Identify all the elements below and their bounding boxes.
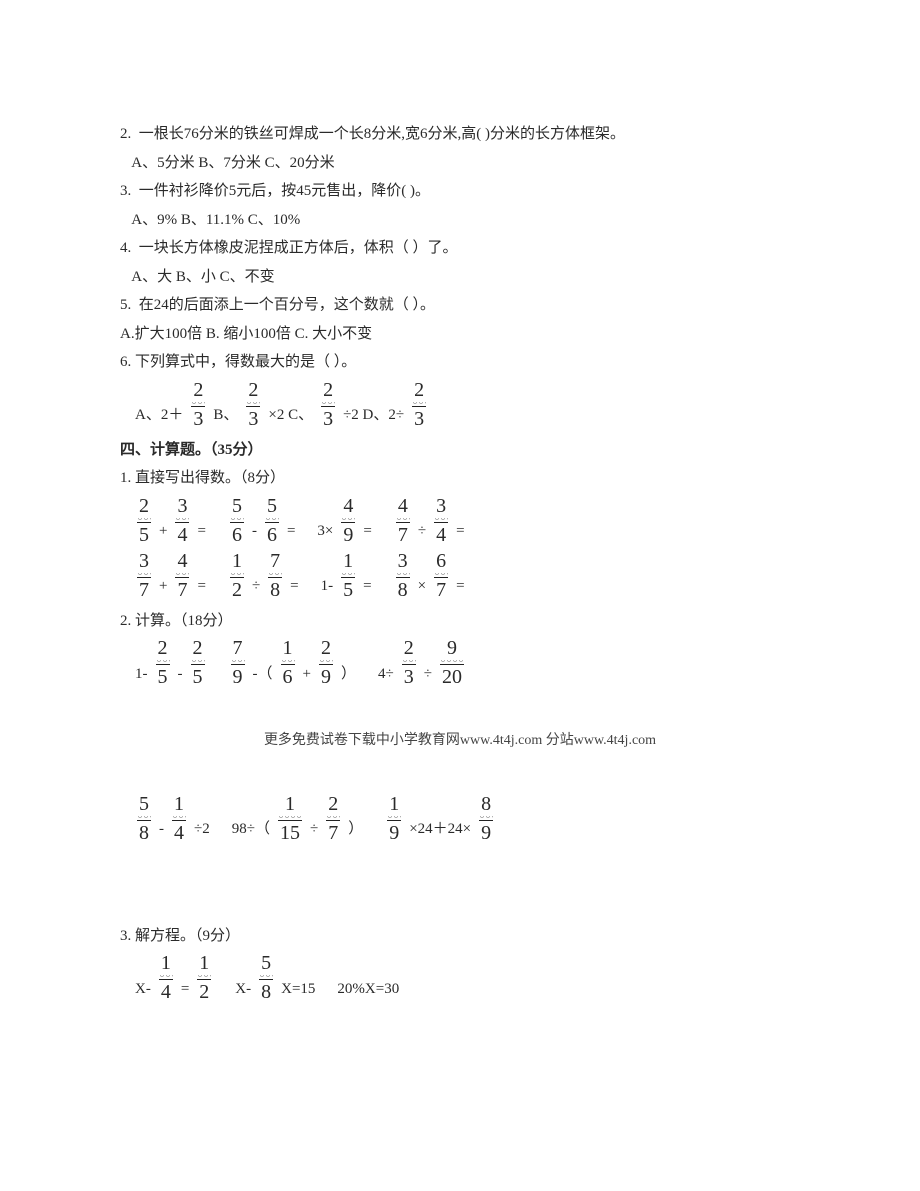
expr-token: - [178, 660, 183, 691]
part1-row1: 25 +34 = 56-56 = 3× 49 = 47 ÷ 34 = [135, 497, 800, 548]
fraction: 115 [278, 793, 302, 844]
expr-token: 98÷（ [232, 815, 270, 846]
q3-stem: 3. 一件衬衫降价5元后，按45元售出，降价( )。 [120, 177, 800, 206]
expr-token: + [159, 572, 167, 603]
section-4-title: 四、计算题。（35分） [120, 436, 800, 465]
part2-row1: 1- 25-25 79 -（ 16 +29 ） 4÷ 23 ÷ 920 [135, 639, 800, 690]
expr-token: × [418, 572, 426, 603]
expr-token: X- [235, 975, 251, 1006]
expr-token: 1- [321, 572, 334, 603]
fraction: 23 [246, 379, 260, 430]
part2-title: 2. 计算。（18分） [120, 607, 800, 636]
expr-token: ÷ [252, 572, 260, 603]
fraction: 23 [191, 379, 205, 430]
expr-token: = [456, 517, 464, 548]
fraction: 89 [479, 793, 493, 844]
expr-token: ÷2 [194, 815, 210, 846]
q6-c-mid: ÷2 D、2÷ [343, 401, 404, 432]
fraction: 23 [412, 379, 426, 430]
fraction: 58 [259, 952, 273, 1003]
expr-token: -（ [253, 660, 273, 691]
expr-token: - [159, 815, 164, 846]
expr-token: ） [348, 815, 363, 846]
expr-token: = [363, 517, 371, 548]
part2-row2: 58-14 ÷2 98÷（ 115 ÷ 27 ） 19 ×24＋24× 89 [135, 795, 800, 846]
expr-token: = [197, 572, 205, 603]
part1-row2: 37 +47 = 12 ÷ 78 = 1-15 = 38 × 67 = [135, 552, 800, 603]
expr-token: = [287, 517, 295, 548]
expr-token: 20%X=30 [337, 975, 399, 1006]
fraction: 56 [230, 495, 244, 546]
q6-opts: A、2＋ 23 B、 23 ×2 C、 23 ÷2 D、2÷ 23 [135, 381, 800, 432]
expr-token: + [303, 660, 311, 691]
fraction: 19 [387, 793, 401, 844]
q6-stem: 6. 下列算式中，得数最大的是（ ）。 [120, 348, 800, 377]
expr-token: = [197, 517, 205, 548]
part3-row: X- 14 = 12 X- 58 X=15 20%X=30 [135, 954, 800, 1005]
fraction: 14 [172, 793, 186, 844]
expr-token: 3× [317, 517, 333, 548]
fraction: 47 [396, 495, 410, 546]
part1-title: 1. 直接写出得数。（8分） [120, 464, 800, 493]
expr-token: = [290, 572, 298, 603]
expr-token: X=15 [281, 975, 315, 1006]
expr-token: ×24＋24× [409, 815, 471, 846]
q6-b-pre: B、 [213, 401, 238, 432]
footer-text: 更多免费试卷下载中小学教育网www.4t4j.com 分站www.4t4j.co… [120, 728, 800, 755]
q5-opts: A.扩大100倍 B. 缩小100倍 C. 大小不变 [120, 320, 800, 349]
fraction: 12 [230, 550, 244, 601]
fraction: 25 [191, 637, 205, 688]
fraction: 49 [341, 495, 355, 546]
fraction: 37 [137, 550, 151, 601]
expr-token: = [363, 572, 371, 603]
fraction: 78 [268, 550, 282, 601]
fraction: 25 [137, 495, 151, 546]
fraction: 47 [175, 550, 189, 601]
fraction: 67 [434, 550, 448, 601]
expr-token: ） [341, 660, 356, 691]
expr-token: = [181, 975, 189, 1006]
fraction: 34 [175, 495, 189, 546]
q6-a-pre: A、2＋ [135, 401, 183, 432]
fraction: 34 [434, 495, 448, 546]
fraction: 58 [137, 793, 151, 844]
q3-opts: A、9% B、11.1% C、10% [120, 206, 800, 235]
expr-token: X- [135, 975, 151, 1006]
expr-token: 1- [135, 660, 148, 691]
q2-opts: A、5分米 B、7分米 C、20分米 [120, 149, 800, 178]
expr-token: ÷ [418, 517, 426, 548]
fraction: 38 [396, 550, 410, 601]
q2-stem: 2. 一根长76分米的铁丝可焊成一个长8分米,宽6分米,高( )分米的长方体框架… [120, 120, 800, 149]
expr-token: ÷ [424, 660, 432, 691]
q4-opts: A、大 B、小 C、不变 [120, 263, 800, 292]
expr-token: + [159, 517, 167, 548]
fraction: 920 [440, 637, 464, 688]
fraction: 12 [197, 952, 211, 1003]
fraction: 14 [159, 952, 173, 1003]
fraction: 25 [156, 637, 170, 688]
fraction: 23 [402, 637, 416, 688]
q5-stem: 5. 在24的后面添上一个百分号，这个数就（ ）。 [120, 291, 800, 320]
fraction: 23 [321, 379, 335, 430]
fraction: 27 [326, 793, 340, 844]
fraction: 56 [265, 495, 279, 546]
expr-token: = [456, 572, 464, 603]
expr-token: - [252, 517, 257, 548]
expr-token: 4÷ [378, 660, 394, 691]
fraction: 79 [231, 637, 245, 688]
q6-b-mid: ×2 C、 [268, 401, 313, 432]
expr-token: ÷ [310, 815, 318, 846]
fraction: 16 [281, 637, 295, 688]
q4-stem: 4. 一块长方体橡皮泥捏成正方体后，体积（ ）了。 [120, 234, 800, 263]
fraction: 29 [319, 637, 333, 688]
part3-title: 3. 解方程。（9分） [120, 922, 800, 951]
fraction: 15 [341, 550, 355, 601]
